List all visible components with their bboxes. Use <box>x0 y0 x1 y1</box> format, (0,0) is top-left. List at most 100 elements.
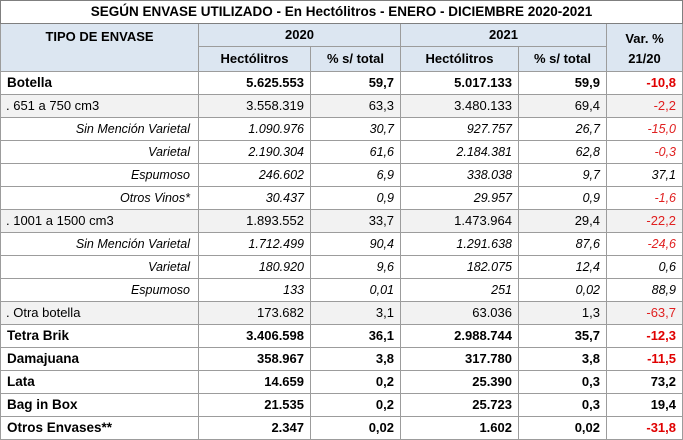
table-row: . Otra botella 173.682 3,1 63.036 1,3 -63,7 <box>0 301 683 325</box>
cell-pct-2021: 29,4 <box>518 209 607 233</box>
cell-hl-2021: 63.036 <box>400 301 519 325</box>
row-label: Otros Envases** <box>0 416 199 440</box>
table-row: Sin Mención Varietal 1.090.976 30,7 927.757… <box>0 117 683 141</box>
cell-hl-2020: 5.625.553 <box>198 71 311 95</box>
cell-pct-2021: 9,7 <box>518 163 607 187</box>
cell-var: -12,3 <box>606 324 683 348</box>
table-title-row: SEGÚN ENVASE UTILIZADO - En Hectólitros … <box>0 0 683 24</box>
cell-hl-2020: 14.659 <box>198 370 311 394</box>
cell-var: -11,5 <box>606 347 683 371</box>
header-tipo-envase: TIPO DE ENVASE <box>0 23 199 72</box>
cell-var: -1,6 <box>606 186 683 210</box>
header-row-years: TIPO DE ENVASE 2020 2021 Var. % 21/20 <box>0 23 683 72</box>
header-year-2020: 2020 <box>198 23 401 47</box>
row-label: Lata <box>0 370 199 394</box>
table-row: Bag in Box 21.535 0,2 25.723 0,3 19,4 <box>0 393 683 417</box>
row-label: Botella <box>0 71 199 95</box>
cell-pct-2020: 3,1 <box>310 301 401 325</box>
row-label: Sin Mención Varietal <box>0 117 199 141</box>
table-row: . 651 a 750 cm3 3.558.319 63,3 3.480.133 69,… <box>0 94 683 118</box>
header-hl-2020: Hectólitros <box>198 46 311 72</box>
row-label: Otros Vinos* <box>0 186 199 210</box>
cell-hl-2021: 338.038 <box>400 163 519 187</box>
table-row: Botella 5.625.553 59,7 5.017.133 59,9 -10,8 <box>0 71 683 95</box>
cell-var: -10,8 <box>606 71 683 95</box>
cell-var: -63,7 <box>606 301 683 325</box>
cell-pct-2020: 0,2 <box>310 370 401 394</box>
table-row: . 1001 a 1500 cm3 1.893.552 33,7 1.473.964 2… <box>0 209 683 233</box>
cell-pct-2021: 69,4 <box>518 94 607 118</box>
cell-pct-2021: 26,7 <box>518 117 607 141</box>
cell-hl-2020: 3.406.598 <box>198 324 311 348</box>
cell-pct-2021: 3,8 <box>518 347 607 371</box>
cell-hl-2020: 3.558.319 <box>198 94 311 118</box>
cell-hl-2021: 1.291.638 <box>400 232 519 256</box>
row-label: Tetra Brik <box>0 324 199 348</box>
cell-hl-2021: 317.780 <box>400 347 519 371</box>
cell-pct-2021: 0,02 <box>518 416 607 440</box>
table-row: Otros Vinos* 30.437 0,9 29.957 0,9 -1,6 <box>0 186 683 210</box>
cell-var: -22,2 <box>606 209 683 233</box>
table-row: Varietal 2.190.304 61,6 2.184.381 62,8 -0,3 <box>0 140 683 164</box>
header-variacion: Var. % 21/20 <box>606 23 683 72</box>
cell-hl-2021: 2.184.381 <box>400 140 519 164</box>
cell-var: 73,2 <box>606 370 683 394</box>
cell-hl-2021: 251 <box>400 278 519 302</box>
header-pct-2021: % s/ total <box>518 46 607 72</box>
cell-pct-2021: 0,9 <box>518 186 607 210</box>
cell-pct-2020: 6,9 <box>310 163 401 187</box>
table-row: Lata 14.659 0,2 25.390 0,3 73,2 <box>0 370 683 394</box>
cell-hl-2020: 2.347 <box>198 416 311 440</box>
table-row: Otros Envases** 2.347 0,02 1.602 0,02 -31,8 <box>0 416 683 440</box>
row-label: Varietal <box>0 140 199 164</box>
cell-pct-2021: 59,9 <box>518 71 607 95</box>
cell-pct-2020: 3,8 <box>310 347 401 371</box>
header-var-line1: Var. % <box>625 30 664 46</box>
row-label: . 651 a 750 cm3 <box>0 94 199 118</box>
cell-hl-2021: 927.757 <box>400 117 519 141</box>
cell-var: -15,0 <box>606 117 683 141</box>
cell-hl-2020: 30.437 <box>198 186 311 210</box>
row-label: Varietal <box>0 255 199 279</box>
cell-hl-2021: 1.602 <box>400 416 519 440</box>
cell-hl-2021: 2.988.744 <box>400 324 519 348</box>
cell-pct-2021: 35,7 <box>518 324 607 348</box>
cell-hl-2021: 25.723 <box>400 393 519 417</box>
cell-hl-2021: 3.480.133 <box>400 94 519 118</box>
cell-pct-2021: 0,02 <box>518 278 607 302</box>
cell-hl-2020: 1.712.499 <box>198 232 311 256</box>
cell-var: 0,6 <box>606 255 683 279</box>
cell-pct-2021: 0,3 <box>518 370 607 394</box>
cell-hl-2021: 25.390 <box>400 370 519 394</box>
cell-var: -24,6 <box>606 232 683 256</box>
cell-pct-2020: 0,9 <box>310 186 401 210</box>
cell-pct-2021: 0,3 <box>518 393 607 417</box>
cell-hl-2021: 5.017.133 <box>400 71 519 95</box>
cell-pct-2021: 1,3 <box>518 301 607 325</box>
cell-pct-2020: 90,4 <box>310 232 401 256</box>
cell-var: -0,3 <box>606 140 683 164</box>
cell-pct-2020: 30,7 <box>310 117 401 141</box>
cell-pct-2021: 87,6 <box>518 232 607 256</box>
table-row: Sin Mención Varietal 1.712.499 90,4 1.291.6… <box>0 232 683 256</box>
header-year-2021: 2021 <box>400 23 607 47</box>
cell-hl-2020: 2.190.304 <box>198 140 311 164</box>
header-var-line2: 21/20 <box>628 50 661 66</box>
cell-pct-2020: 33,7 <box>310 209 401 233</box>
cell-hl-2020: 21.535 <box>198 393 311 417</box>
cell-var: -31,8 <box>606 416 683 440</box>
cell-var: -2,2 <box>606 94 683 118</box>
table-row: Espumoso 246.602 6,9 338.038 9,7 37,1 <box>0 163 683 187</box>
cell-pct-2020: 63,3 <box>310 94 401 118</box>
table-row: Damajuana 358.967 3,8 317.780 3,8 -11,5 <box>0 347 683 371</box>
cell-hl-2021: 182.075 <box>400 255 519 279</box>
cell-hl-2020: 173.682 <box>198 301 311 325</box>
cell-var: 19,4 <box>606 393 683 417</box>
cell-hl-2020: 1.090.976 <box>198 117 311 141</box>
header-row-columns: Hectólitros % s/ total Hectólitros % s/ … <box>1 46 683 72</box>
row-label: . Otra botella <box>0 301 199 325</box>
cell-pct-2020: 9,6 <box>310 255 401 279</box>
cell-pct-2020: 0,02 <box>310 416 401 440</box>
table-row: Varietal 180.920 9,6 182.075 12,4 0,6 <box>0 255 683 279</box>
